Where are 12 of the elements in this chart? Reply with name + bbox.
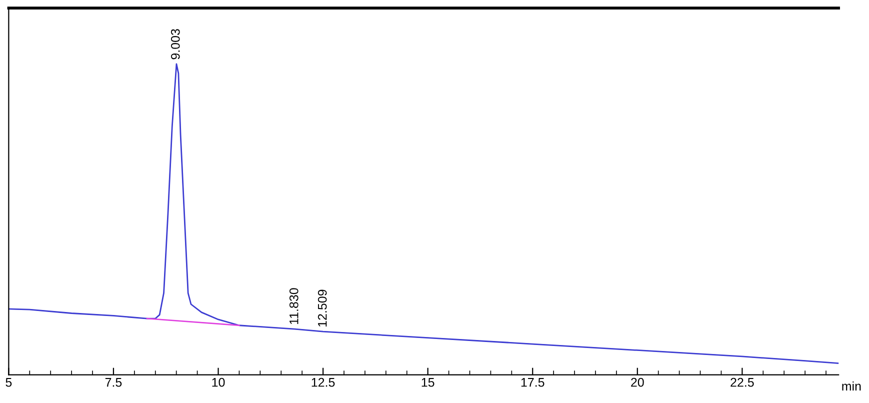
x-tick-label: 10 <box>212 378 225 387</box>
x-tick-label: 17.5 <box>521 378 544 387</box>
annotation: 9.003 <box>170 29 180 60</box>
x-tick-label: 20 <box>631 378 644 387</box>
x-tick-label: 7.5 <box>105 378 122 387</box>
x-axis-title: min <box>842 381 861 391</box>
x-tick-label: 12.5 <box>312 378 335 387</box>
x-tick-label: 15 <box>422 378 434 387</box>
annotation: 12.509 <box>318 290 327 326</box>
x-tick-label: 5 <box>6 378 12 387</box>
annotation: 11.830 <box>289 288 298 324</box>
x-tick-label: 22.5 <box>730 378 754 387</box>
